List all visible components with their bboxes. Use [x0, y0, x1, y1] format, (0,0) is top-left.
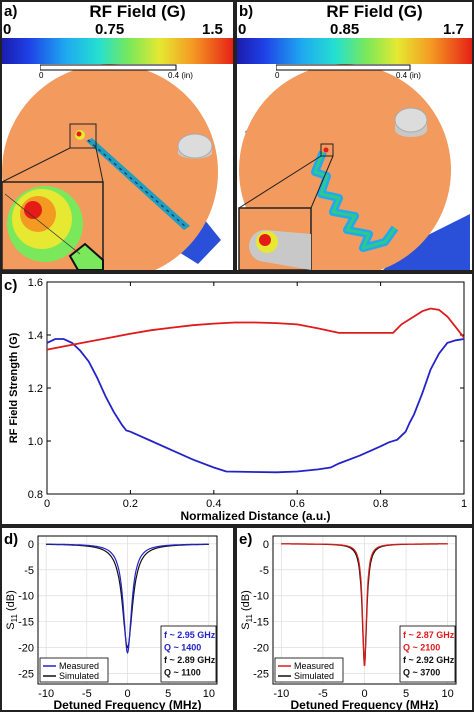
- chart-e-annotation: f ~ 2.92 GHz: [403, 655, 455, 665]
- chart-e-legend-entry: Simulated: [294, 671, 334, 681]
- chart-d-annotation: f ~ 2.95 GHz: [164, 630, 216, 640]
- chart-d-legend-entry: Measured: [59, 661, 99, 671]
- panel-b-colorbar-max: 1.7: [443, 21, 464, 38]
- chart-e-ylabel: S11 (dB): [240, 590, 254, 630]
- panel-a-colorbar: [0, 38, 235, 64]
- chart-e-annotation: Q ~ 2100: [403, 643, 440, 653]
- chart-e-ytick-label: -20: [253, 643, 269, 655]
- chart-d-annotation: f ~ 2.89 GHz: [164, 655, 216, 665]
- chart-c-ytick-label: 0.8: [28, 489, 43, 501]
- chart-c-label: c): [4, 277, 17, 294]
- chart-d-legend-entry: Simulated: [59, 671, 99, 681]
- chart-c-xtick-label: 0.2: [123, 498, 138, 510]
- chart-c-xtick-label: 0.4: [206, 498, 221, 510]
- chart-c-axes-box: [46, 281, 465, 495]
- chart-e-axes-box: [272, 535, 457, 685]
- panel-b-scale-end: 0.4 (in): [396, 71, 421, 80]
- chart-d-xtick-label: -5: [82, 688, 92, 700]
- panel-a-scale-end: 0.4 (in): [168, 71, 193, 80]
- chart-c: c) 0.8 1.0 1.2 1.4 1.6 0 0.2 0.4 0.6 0.8 1 Normalize…: [4, 277, 467, 523]
- chart-d-ytick-label: -5: [24, 565, 34, 577]
- chart-d-annotation: Q ~ 1400: [164, 643, 201, 653]
- panel-e: e) 0 -5 -10 -15 -20 -25 -10 -5 0 5 10 Measured Simula…: [235, 526, 474, 712]
- panel-b-colorbar-mid: 0.85: [330, 21, 360, 38]
- panel-a: a) RF Field (G) 0 0.75 1.5: [0, 0, 235, 272]
- panel-a-colorbar-mid: 0.75: [95, 21, 125, 38]
- panel-a-colorbar-title: RF Field (G): [89, 2, 186, 21]
- chart-d-xtick-label: 0: [124, 688, 130, 700]
- chart-e-legend-entry: Measured: [294, 661, 334, 671]
- chart-c-xlabel: Normalized Distance (a.u.): [180, 509, 330, 523]
- chart-e-ytick-label: -10: [253, 591, 269, 603]
- chart-d-ytick-label: -15: [18, 617, 34, 629]
- chart-c-ylabel: RF Field Strength (G): [8, 332, 20, 443]
- panel-c: c) 0.8 1.0 1.2 1.4 1.6 0 0.2 0.4 0.6 0.8 1 Normalize…: [0, 272, 474, 526]
- chart-e-xtick-label: -5: [318, 688, 328, 700]
- chart-d-xtick-label: 10: [203, 688, 215, 700]
- chart-c-ytick-label: 1.4: [28, 330, 43, 342]
- chart-d-ytick-label: -10: [18, 591, 34, 603]
- panel-b-label: b): [239, 3, 254, 20]
- chart-d-ylabel: S11 (dB): [5, 590, 19, 630]
- chart-e-xlabel: Detuned Frequency (MHz): [290, 698, 438, 712]
- chart-e-ytick-label: -25: [253, 669, 269, 681]
- panel-b-colorbar: [235, 38, 474, 64]
- chart-d-series-measured: [46, 543, 209, 655]
- chart-d-ytick-label: 0: [28, 539, 34, 551]
- chart-c-xtick-label: 0.8: [373, 498, 388, 510]
- chart-e-ytick-label: -15: [253, 617, 269, 629]
- chart-e-annotation-box: [399, 625, 456, 683]
- panel-a-colorbar-max: 1.5: [202, 21, 223, 38]
- chart-d-ytick-label: -25: [18, 669, 34, 681]
- chart-c-series-red: [46, 307, 465, 351]
- chart-c-ytick-label: 1.0: [28, 436, 43, 448]
- panel-a-render: [1, 64, 221, 272]
- chart-c-xtick-label: 0.6: [290, 498, 305, 510]
- chart-e: e) 0 -5 -10 -15 -20 -25 -10 -5 0 5 10 MeasuredSimula…: [239, 531, 457, 712]
- chart-d: d) 0 -5 -10 -15 -20 -25 -10 -5 0 5 10 MeasuredSimula…: [4, 531, 218, 712]
- chart-e-annotation: Q ~ 3700: [403, 668, 440, 678]
- panel-b-colorbar-title: RF Field (G): [326, 2, 423, 21]
- chart-d-annotation-box: [160, 625, 217, 683]
- chart-e-legend: [274, 657, 344, 683]
- chart-e-xtick-label: 0: [361, 688, 367, 700]
- chart-d-legend: [39, 657, 109, 683]
- panel-b-scale-start: 0: [275, 71, 280, 80]
- panel-a-scale-start: 0: [39, 71, 44, 80]
- chart-c-series-blue: [46, 338, 465, 474]
- chart-e-ytick-label: -5: [259, 565, 269, 577]
- chart-e-xtick-label: 10: [442, 688, 454, 700]
- chart-d-ytick-label: -20: [18, 643, 34, 655]
- panel-b: b) RF Field (G) 0 0.85 1.7: [235, 0, 474, 272]
- chart-e-ytick-label: 0: [263, 539, 269, 551]
- chart-c-ytick-label: 1.2: [28, 383, 43, 395]
- panel-a-scale-bar: [40, 64, 177, 71]
- chart-d-annotation: Q ~ 1100: [164, 668, 201, 678]
- chart-e-series-measured: [281, 543, 448, 666]
- panel-b-colorbar-min: 0: [238, 21, 247, 38]
- chart-d-xlabel: Detuned Frequency (MHz): [53, 698, 201, 712]
- chart-e-xtick-label: -10: [273, 688, 289, 700]
- panel-b-render: [238, 64, 470, 272]
- chart-c-xtick-label: 1: [461, 498, 467, 510]
- chart-d-axes-box: [37, 535, 218, 685]
- panel-a-label: a): [4, 3, 18, 20]
- chart-d-xtick-label: 5: [165, 688, 171, 700]
- chart-c-xtick-label: 0: [44, 498, 50, 510]
- chart-e-label: e): [239, 531, 252, 548]
- panel-d: d) 0 -5 -10 -15 -20 -25 -10 -5 0 5 10 Measured Simula…: [0, 526, 235, 712]
- chart-d-xtick-label: -10: [38, 688, 54, 700]
- panel-a-colorbar-min: 0: [3, 21, 12, 38]
- chart-e-xtick-label: 5: [403, 688, 409, 700]
- chart-e-annotation: f ~ 2.87 GHz: [403, 630, 455, 640]
- chart-d-label: d): [4, 531, 18, 548]
- panel-b-scale-bar: [276, 64, 411, 71]
- chart-c-ytick-label: 1.6: [28, 277, 43, 289]
